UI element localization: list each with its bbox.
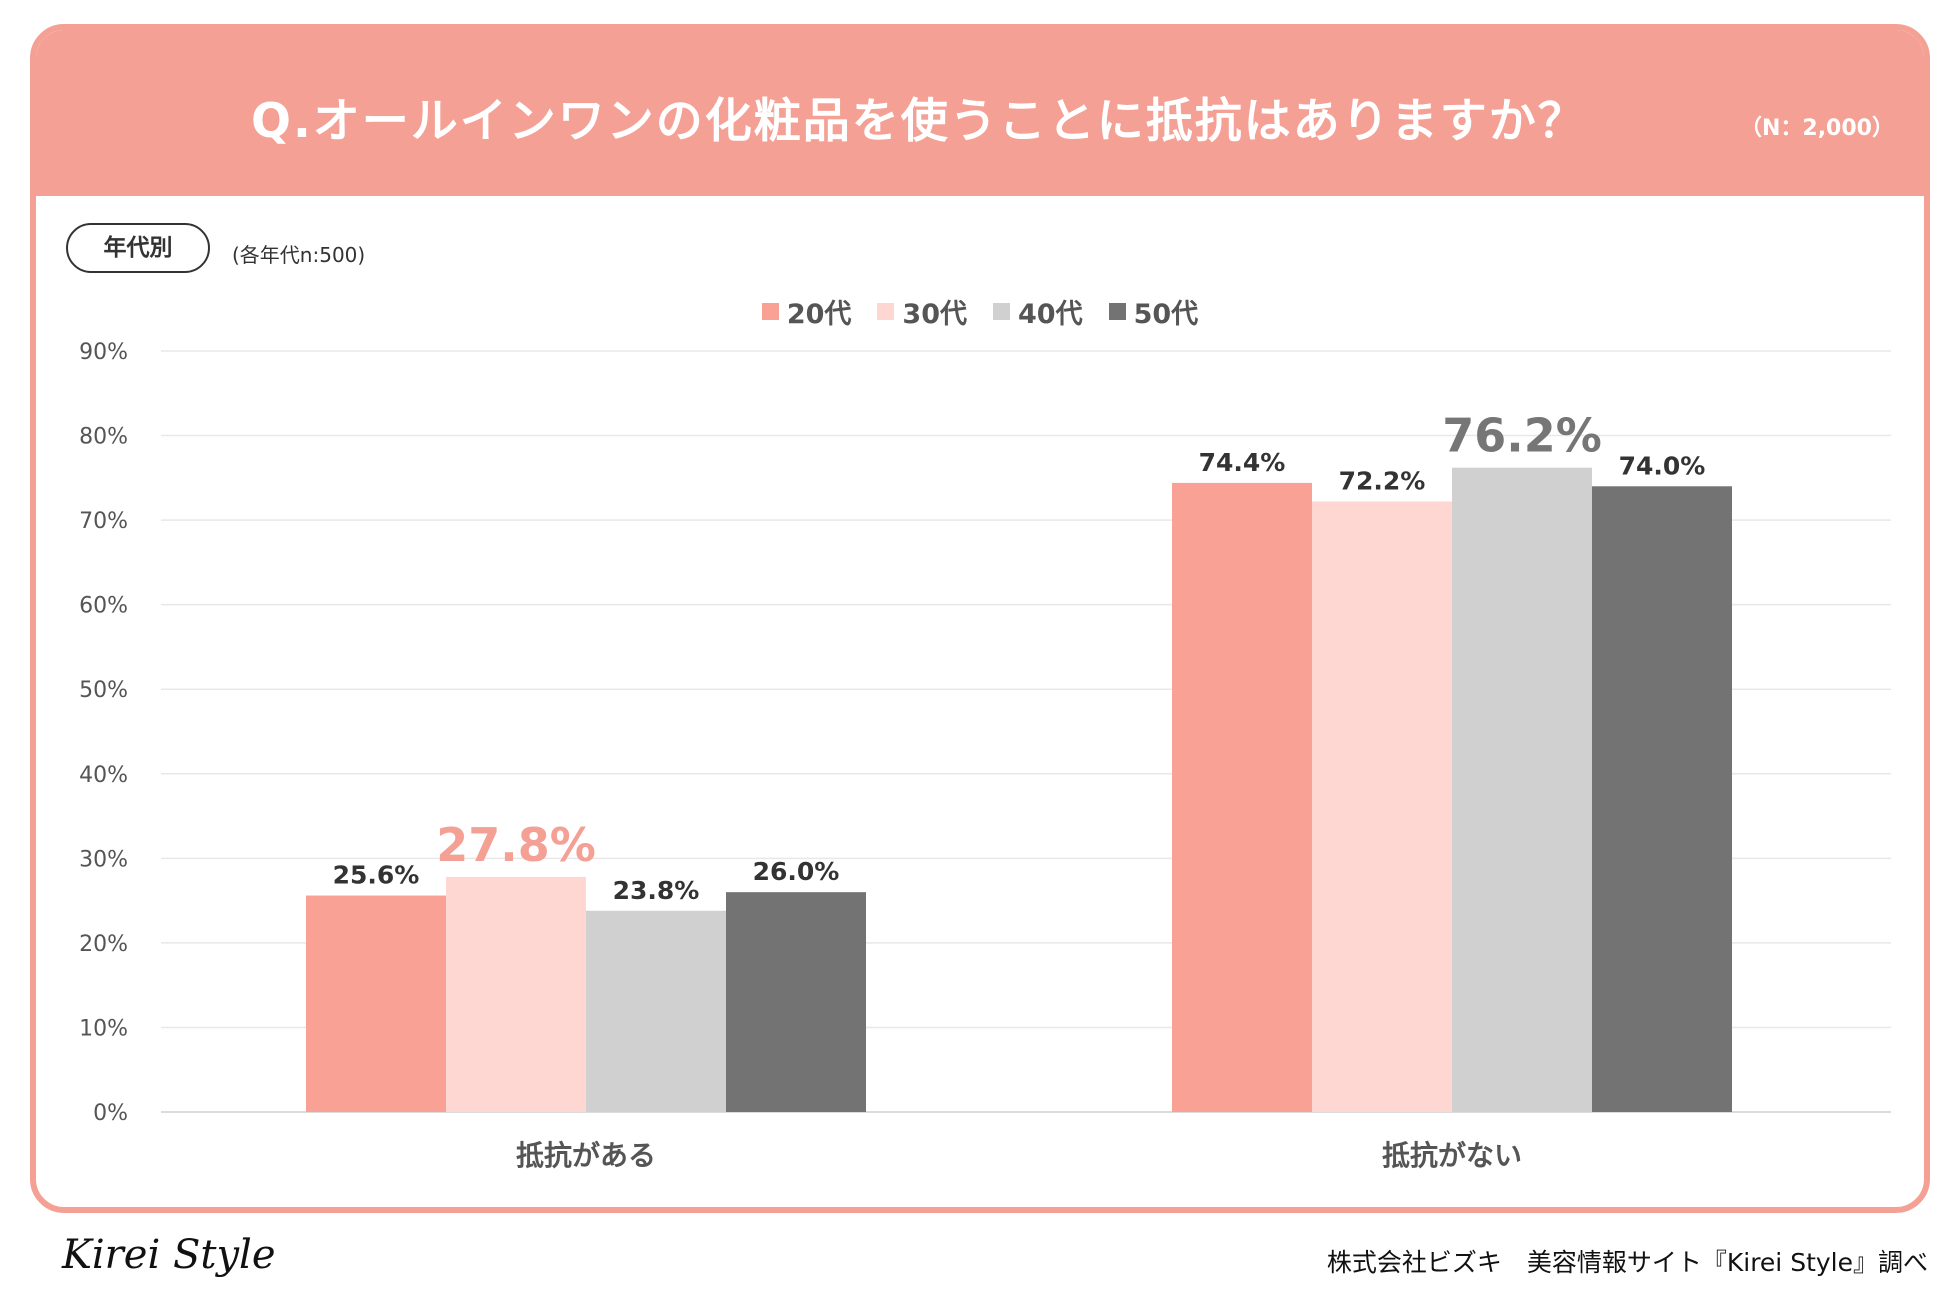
bar-value-label: 74.0%	[1619, 451, 1706, 480]
bar	[1452, 467, 1592, 1113]
y-tick-label: 80%	[79, 425, 128, 450]
bar-value-label: 76.2%	[1442, 409, 1602, 463]
bar	[446, 876, 586, 1112]
legend-swatch-50s	[1108, 303, 1126, 320]
survey-credit: 株式会社ビズキ 美容情報サイト『Kirei Style』調べ	[1326, 1248, 1928, 1277]
bar-value-label: 23.8%	[613, 876, 700, 905]
legend-item-30s: 30代	[877, 292, 967, 331]
header-banner: Q.オールインワンの化粧品を使うことに抵抗はありますか？ （N：2,000）	[36, 30, 1924, 196]
bar	[1592, 486, 1732, 1112]
y-tick-label: 30%	[79, 847, 128, 872]
legend-item-40s: 40代	[993, 292, 1083, 331]
legend-label-30s: 30代	[902, 299, 967, 330]
bar-value-label: 26.0%	[753, 857, 840, 886]
bar-value-label: 27.8%	[436, 818, 596, 872]
y-tick-label: 70%	[79, 509, 128, 534]
bar-value-label: 72.2%	[1339, 467, 1426, 496]
legend-swatch-30s	[877, 303, 895, 320]
legend-item-50s: 50代	[1108, 292, 1199, 331]
age-group-pill: 年代別	[66, 223, 210, 273]
legend-swatch-20s	[761, 303, 779, 320]
legend-label-20s: 20代	[786, 299, 852, 330]
legend-label-50s: 50代	[1133, 299, 1199, 330]
y-tick-label: 60%	[79, 594, 128, 619]
legend-label-40s: 40代	[1018, 299, 1083, 330]
y-tick-label: 20%	[79, 932, 128, 957]
category-label: 抵抗がない	[1382, 1139, 1522, 1172]
y-tick-label: 50%	[79, 678, 128, 703]
category-label: 抵抗がある	[516, 1139, 656, 1172]
sample-total: （N：2,000）	[1739, 116, 1894, 141]
y-tick-label: 10%	[79, 1016, 128, 1041]
chart-card: Q.オールインワンの化粧品を使うことに抵抗はありますか？ （N：2,000） 年…	[30, 24, 1930, 1213]
legend: 20代 30代 40代 50代	[36, 292, 1924, 331]
y-tick-label: 0%	[93, 1101, 128, 1126]
bar	[306, 895, 446, 1112]
bar-value-label: 25.6%	[333, 861, 420, 890]
legend-item-20s: 20代	[761, 292, 852, 331]
bar-value-label: 74.4%	[1199, 448, 1286, 477]
bar	[1172, 482, 1312, 1112]
bar	[1312, 501, 1452, 1112]
bar-chart: 0% 10% 20% 30% 40% 50% 60% 70% 80% 90% 25.6% 27.8% 2…	[79, 340, 1891, 1172]
y-tick-label: 40%	[79, 763, 128, 788]
bar	[586, 910, 726, 1112]
kirei-style-logo: Kirei Style	[62, 1232, 276, 1278]
bar	[726, 892, 866, 1112]
chart-title: Q.オールインワンの化粧品を使うことに抵抗はありますか？	[251, 94, 1587, 149]
legend-swatch-40s	[993, 303, 1010, 320]
sample-note: (各年代n:500)	[232, 243, 366, 267]
y-tick-label: 90%	[79, 340, 128, 365]
